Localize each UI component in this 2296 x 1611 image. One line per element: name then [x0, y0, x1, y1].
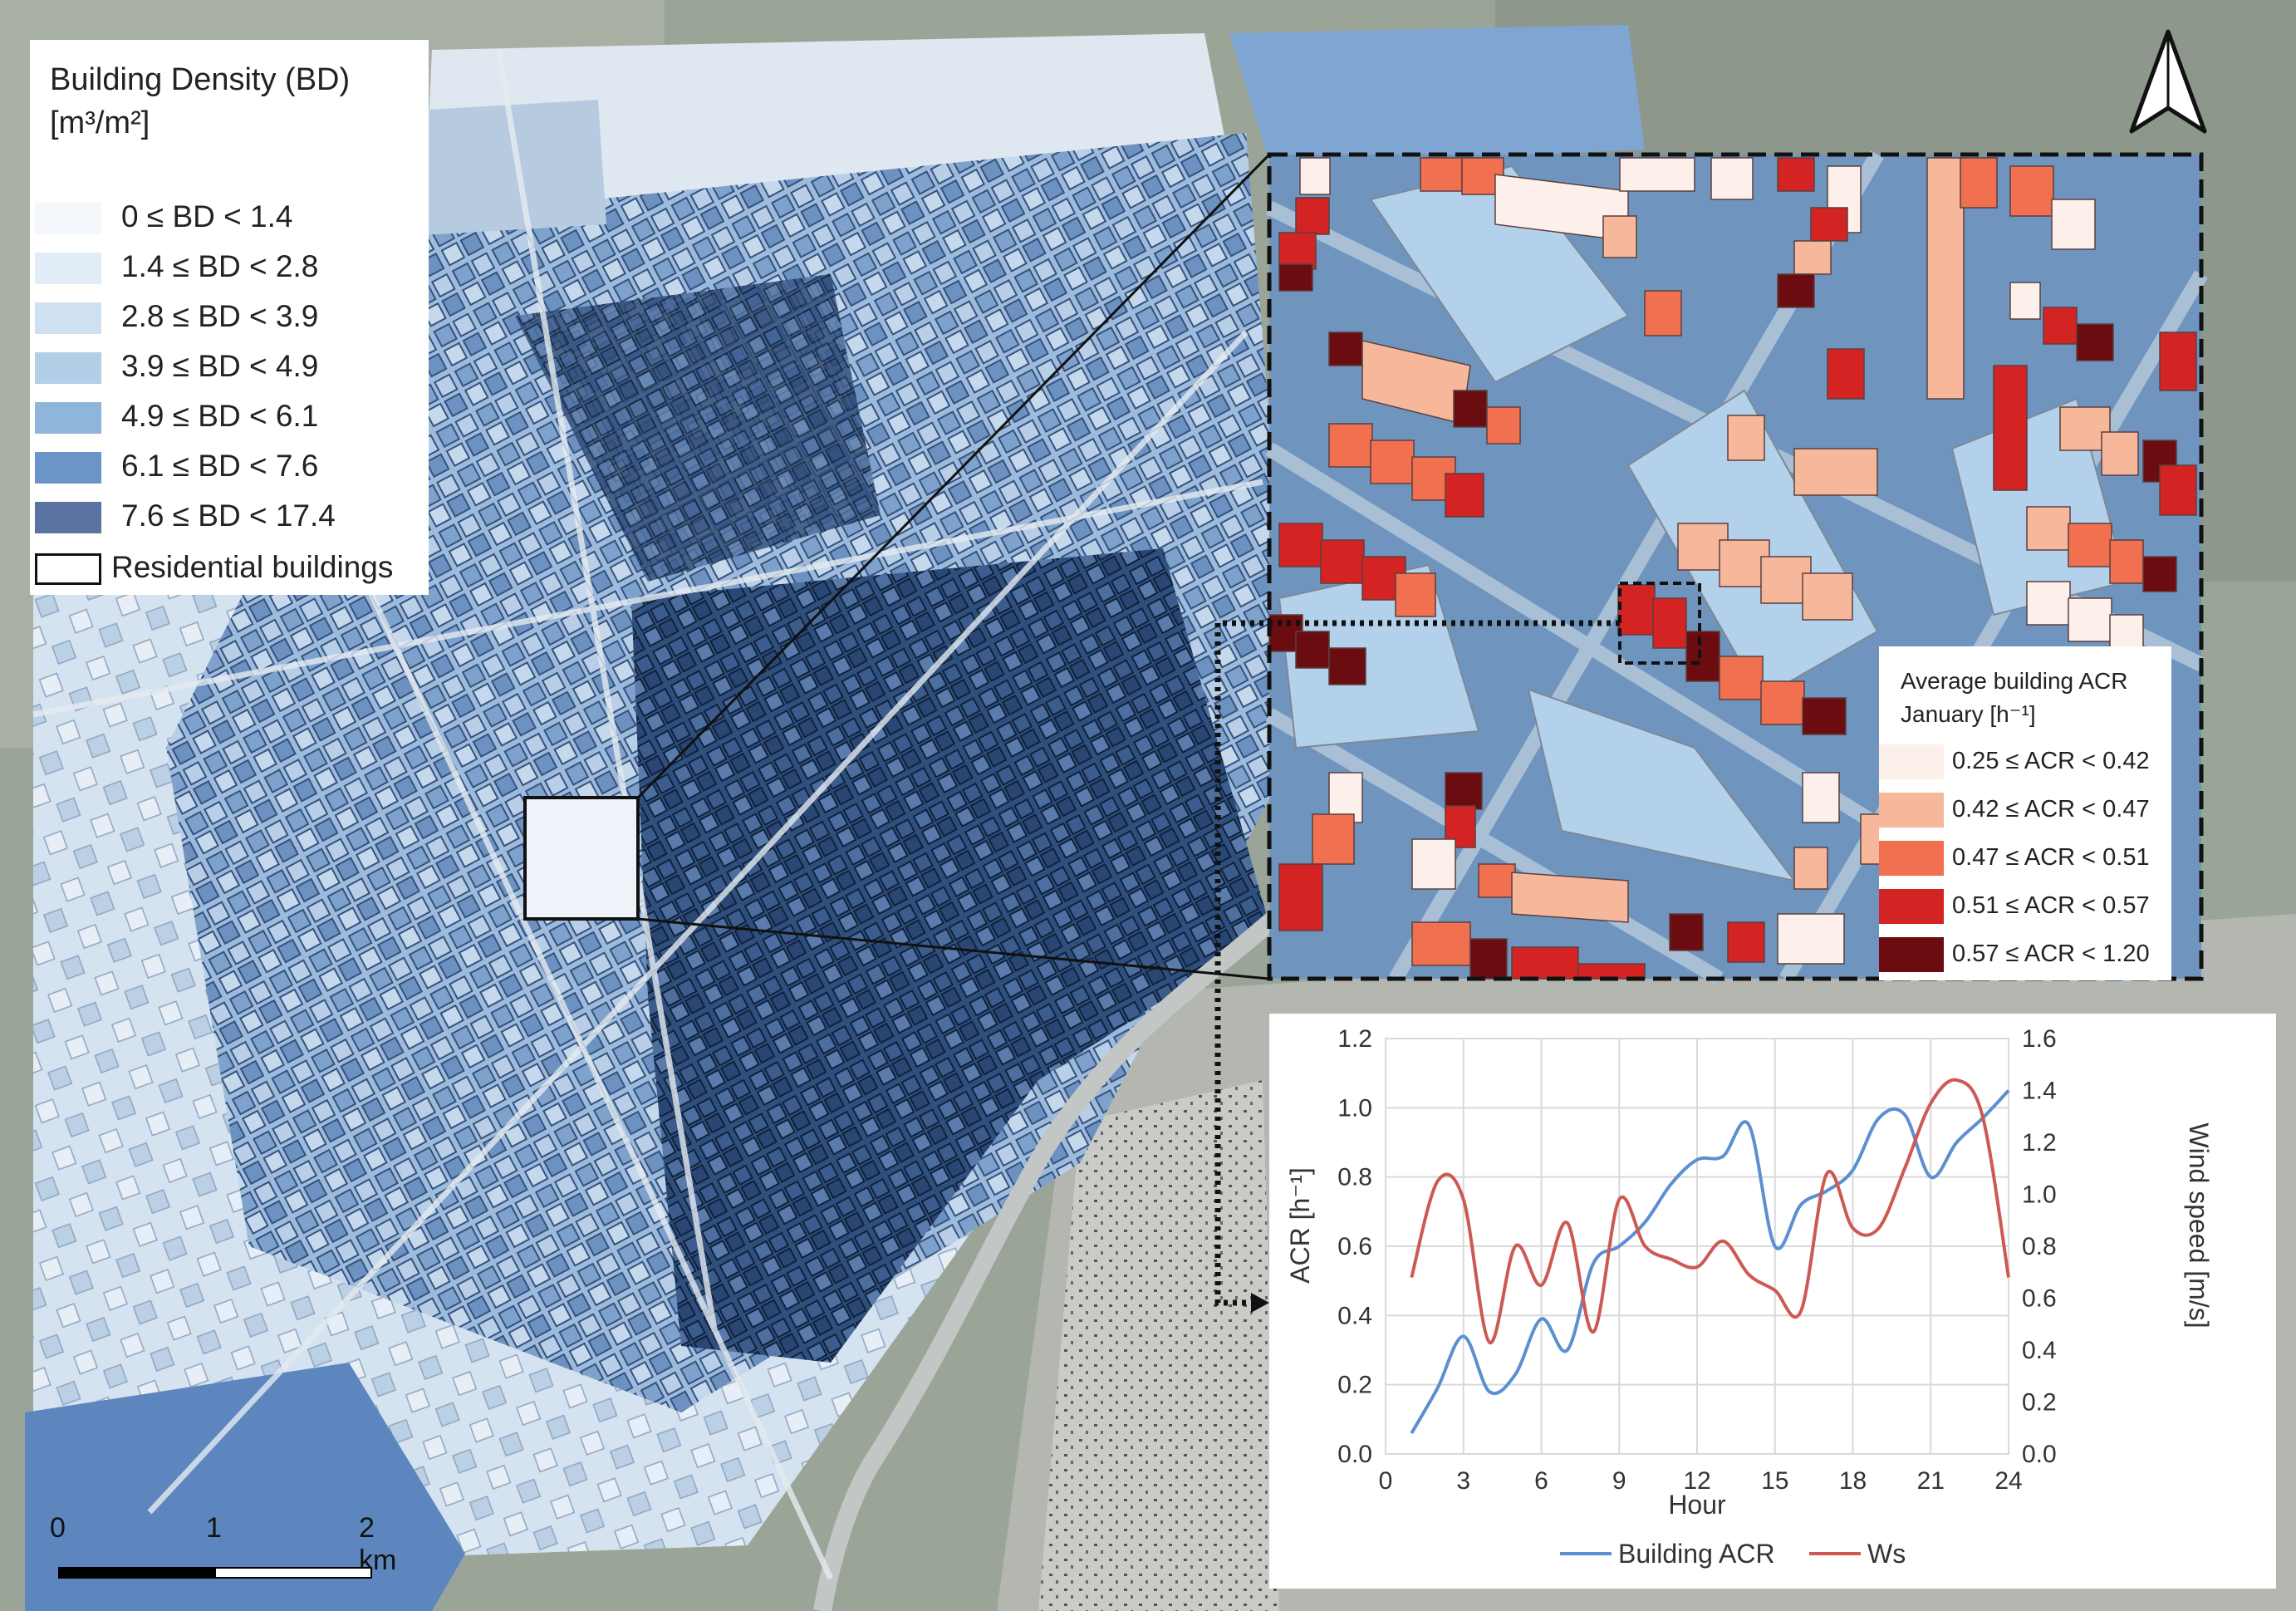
- legend-label-ws: Ws: [1867, 1539, 1906, 1569]
- acr-legend-item: 0.42 ≤ ACR < 0.47: [1879, 786, 2171, 834]
- y-left-tick-label: 0.8: [1337, 1164, 1372, 1191]
- bd-legend-item: 4.9 ≤ BD < 6.1: [35, 395, 425, 439]
- scale-segment-black: [58, 1567, 216, 1579]
- y-left-tick-label: 1.0: [1337, 1094, 1372, 1122]
- residential-label: Residential buildings: [111, 550, 394, 584]
- acr-legend-label: 0.57 ≤ ACR < 1.20: [1952, 941, 2150, 967]
- bd-legend-swatch: [35, 502, 101, 533]
- y-right-tick-label: 0.2: [2022, 1389, 2057, 1417]
- bd-legend-label: 3.9 ≤ BD < 4.9: [121, 349, 319, 383]
- acr-legend: Average building ACR January [h⁻¹] 0.25 …: [1879, 646, 2171, 980]
- x-tick-label: 24: [1994, 1467, 2022, 1495]
- bd-legend-label: 4.9 ≤ BD < 6.1: [121, 399, 319, 433]
- scale-segment-white: [214, 1567, 372, 1579]
- y-left-tick-label: 0.6: [1337, 1233, 1372, 1260]
- y-right-tick-label: 0.4: [2022, 1337, 2057, 1364]
- acr-legend-swatch: [1879, 744, 1944, 779]
- x-tick-label: 6: [1534, 1467, 1548, 1495]
- series-line-ws: [1410, 1078, 2010, 1344]
- acr-legend-swatch: [1879, 937, 1944, 972]
- acr-wind-chart: 0 3 6 9 12 15 18 21 24 0.0 0.2 0.4 0.6 0.8 1.0 1.2 0.0 0.…: [1269, 1014, 2276, 1589]
- y-left-tick-label: 0.2: [1337, 1372, 1372, 1399]
- bd-legend-label: 6.1 ≤ BD < 7.6: [121, 449, 319, 483]
- y-right-tick-label: 0.0: [2022, 1441, 2057, 1468]
- bd-legend-item: 3.9 ≤ BD < 4.9: [35, 346, 425, 389]
- residential-legend-item: Residential buildings: [35, 547, 425, 590]
- acr-legend-swatch: [1879, 841, 1944, 876]
- bd-legend-swatch: [35, 302, 101, 334]
- x-tick-label: 15: [1761, 1467, 1788, 1495]
- y-right-tick-label: 1.6: [2022, 1025, 2057, 1053]
- acr-legend-label: 0.51 ≤ ACR < 0.57: [1952, 892, 2150, 919]
- bd-legend-item: 0 ≤ BD < 1.4: [35, 196, 425, 239]
- y-axis-right-title: Wind speed [m/s]: [2184, 1122, 2214, 1328]
- x-tick-label: 18: [1839, 1467, 1867, 1495]
- bd-legend-swatch: [35, 352, 101, 384]
- acr-legend-label: 0.42 ≤ ACR < 0.47: [1952, 796, 2150, 823]
- acr-legend-title: Average building ACR January [h⁻¹]: [1901, 665, 2127, 731]
- bd-legend-swatch: [35, 402, 101, 434]
- bd-legend-title-line2: [m³/m²]: [50, 106, 150, 140]
- bd-legend-swatch: [35, 253, 101, 284]
- bd-legend-label: 2.8 ≤ BD < 3.9: [121, 299, 319, 333]
- bd-legend-title: Building Density (BD) [m³/m²]: [50, 58, 350, 145]
- chart-svg: 0 3 6 9 12 15 18 21 240.00.20.40.60.81.01.20.00.…: [1285, 1025, 2214, 1569]
- acr-legend-title-line1: Average building ACR: [1901, 668, 2128, 694]
- north-arrow-icon: [2129, 29, 2207, 134]
- x-axis-title: Hour: [1668, 1490, 1726, 1520]
- y-right-tick-label: 1.0: [2022, 1181, 2057, 1209]
- acr-legend-swatch: [1879, 793, 1944, 828]
- y-left-tick-label: 1.2: [1337, 1025, 1372, 1053]
- series-line-building-acr: [1410, 1089, 2010, 1434]
- y-right-tick-label: 1.2: [2022, 1129, 2057, 1157]
- acr-legend-item: 0.51 ≤ ACR < 0.57: [1879, 882, 2171, 931]
- bd-legend-swatch: [35, 203, 101, 234]
- scale-label-1: 1: [206, 1512, 222, 1544]
- x-tick-label: 21: [1917, 1467, 1945, 1495]
- y-right-tick-label: 0.6: [2022, 1285, 2057, 1313]
- x-tick-label: 3: [1456, 1467, 1470, 1495]
- acr-legend-label: 0.47 ≤ ACR < 0.51: [1952, 844, 2150, 871]
- acr-legend-swatch: [1879, 889, 1944, 924]
- scale-bar: 0 1 2 km: [50, 1512, 399, 1579]
- chart-legend: Building ACR Ws: [1560, 1539, 1906, 1569]
- residential-swatch: [35, 553, 101, 585]
- x-tick-label: 0: [1379, 1467, 1393, 1495]
- legend-label-acr: Building ACR: [1618, 1539, 1775, 1569]
- acr-legend-item: 0.47 ≤ ACR < 0.51: [1879, 834, 2171, 882]
- scale-label-0: 0: [50, 1512, 66, 1544]
- y-right-tick-label: 1.4: [2022, 1078, 2057, 1105]
- bd-legend-swatch: [35, 452, 101, 484]
- y-left-tick-label: 0.0: [1337, 1441, 1372, 1468]
- y-right-tick-label: 0.8: [2022, 1233, 2057, 1260]
- bd-legend-item: 2.8 ≤ BD < 3.9: [35, 296, 425, 339]
- bd-legend-item: 6.1 ≤ BD < 7.6: [35, 445, 425, 489]
- acr-legend-title-line2: January [h⁻¹]: [1901, 701, 2036, 727]
- acr-legend-item: 0.57 ≤ ACR < 1.20: [1879, 931, 2171, 979]
- acr-legend-label: 0.25 ≤ ACR < 0.42: [1952, 748, 2150, 774]
- bd-legend-label: 0 ≤ BD < 1.4: [121, 199, 293, 233]
- x-tick-label: 9: [1612, 1467, 1626, 1495]
- bd-legend-label: 1.4 ≤ BD < 2.8: [121, 249, 319, 283]
- bd-legend-label: 7.6 ≤ BD < 17.4: [121, 499, 336, 533]
- bd-legend-item: 1.4 ≤ BD < 2.8: [35, 246, 425, 289]
- y-left-tick-label: 0.4: [1337, 1302, 1372, 1329]
- x-tick-label: 12: [1683, 1467, 1710, 1495]
- building-density-legend: Building Density (BD) [m³/m²] 0 ≤ BD < 1…: [30, 40, 429, 595]
- y-axis-left-title: ACR [h⁻¹]: [1285, 1167, 1315, 1284]
- bd-legend-item: 7.6 ≤ BD < 17.4: [35, 495, 425, 538]
- bd-legend-title-line1: Building Density (BD): [50, 62, 351, 97]
- acr-legend-item: 0.25 ≤ ACR < 0.42: [1879, 738, 2171, 786]
